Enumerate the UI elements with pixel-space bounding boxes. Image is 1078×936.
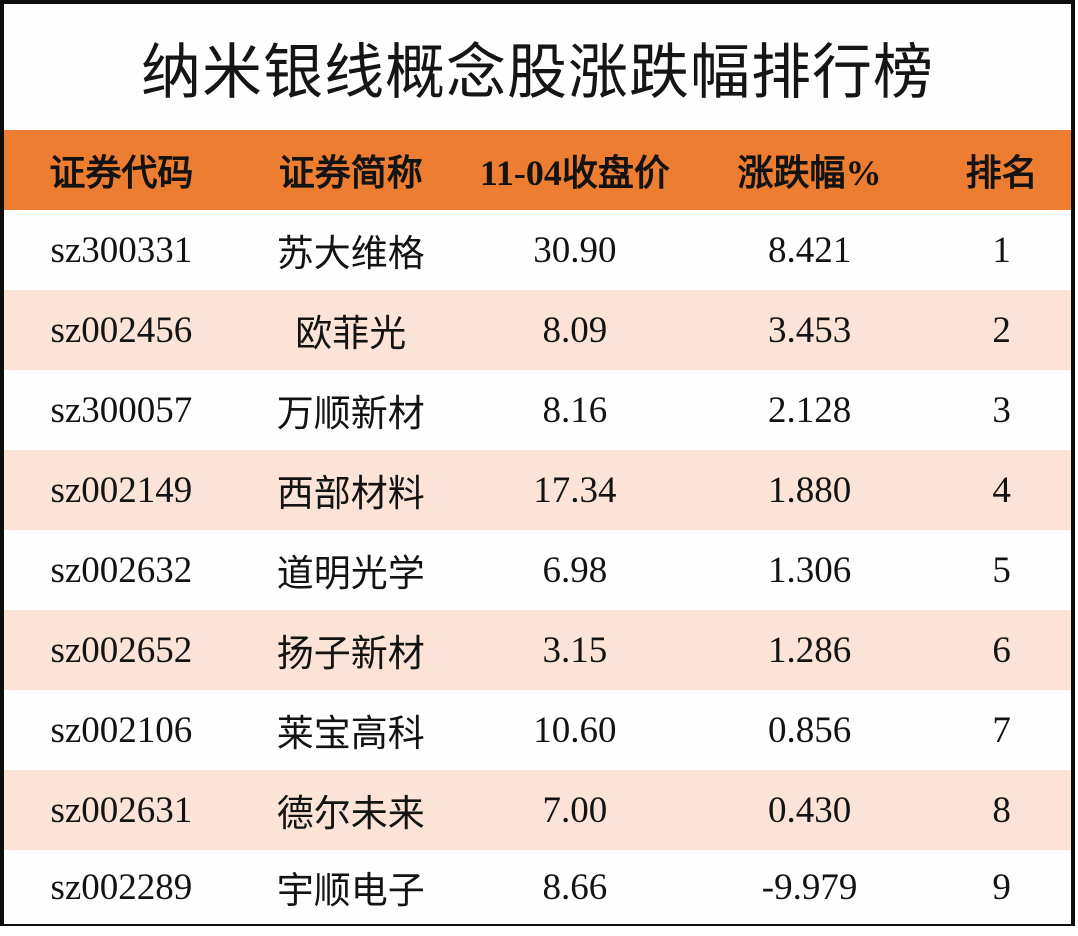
stock-name-cell: 万顺新材: [276, 394, 425, 435]
rank-cell: 3: [992, 389, 1011, 431]
column-header: 11-04收盘价: [479, 153, 670, 193]
stock-name-cell: 西部材料: [276, 474, 425, 515]
close-price-cell: 8.16: [542, 389, 608, 431]
stock-code-cell: sz300057: [50, 389, 193, 431]
table-row: sz002106 莱宝高科 10.60 0.856 7: [4, 690, 1071, 770]
change-pct-cell: 1.880: [767, 469, 852, 511]
change-pct-cell: 3.453: [767, 309, 852, 351]
table-row: sz002289 宇顺电子 8.66 -9.979 9: [4, 850, 1071, 924]
rank-cell: 1: [992, 229, 1011, 271]
close-price-cell: 8.09: [542, 309, 608, 351]
stock-code-cell: sz002289: [50, 866, 193, 908]
rank-cell: 2: [992, 309, 1011, 351]
column-header: 涨跌幅%: [737, 153, 882, 193]
change-pct-cell: 2.128: [767, 389, 852, 431]
stock-code-cell: sz002456: [50, 309, 193, 351]
table-row: sz300057 万顺新材 8.16 2.128 3: [4, 370, 1071, 450]
close-price-cell: 6.98: [542, 549, 608, 591]
table-row: sz002456 欧菲光 8.09 3.453 2: [4, 290, 1071, 370]
stock-name-cell: 宇顺电子: [276, 871, 425, 912]
column-header: 证券代码: [49, 153, 194, 193]
stock-code-cell: sz002632: [50, 549, 193, 591]
rank-cell: 6: [992, 629, 1011, 671]
table-row: sz002631 德尔未来 7.00 0.430 8: [4, 770, 1071, 850]
title-band: 纳米银线概念股涨跌幅排行榜: [4, 4, 1071, 130]
stock-name-cell: 德尔未来: [276, 794, 425, 835]
stock-code-cell: sz002652: [50, 629, 193, 671]
stock-name-cell: 莱宝高科: [276, 714, 425, 755]
table-row: sz300331 苏大维格 30.90 8.421 1: [4, 210, 1071, 290]
stock-name-cell: 欧菲光: [295, 314, 407, 355]
close-price-cell: 17.34: [533, 469, 617, 511]
table-row: sz002149 西部材料 17.34 1.880 4: [4, 450, 1071, 530]
stock-code-cell: sz002631: [50, 789, 193, 831]
rank-cell: 7: [992, 709, 1011, 751]
column-header: 排名: [965, 153, 1038, 193]
close-price-cell: 7.00: [542, 789, 608, 831]
stock-name-cell: 苏大维格: [276, 234, 425, 275]
change-pct-cell: 8.421: [767, 229, 852, 271]
rank-cell: 8: [992, 789, 1011, 831]
ranking-table: 证券代码 证券简称 11-04收盘价 涨跌幅% 排名 sz300331 苏大维格 30.90…: [4, 130, 1071, 924]
stock-name-cell: 道明光学: [276, 554, 425, 595]
change-pct-cell: 1.306: [767, 549, 852, 591]
table-row: sz002652 扬子新材 3.15 1.286 6: [4, 610, 1071, 690]
table-body: sz300331 苏大维格 30.90 8.421 1 sz002456 欧菲光 8.09 3.…: [4, 210, 1071, 924]
rank-cell: 5: [992, 549, 1011, 591]
change-pct-cell: -9.979: [761, 866, 858, 908]
table-header: 证券代码 证券简称 11-04收盘价 涨跌幅% 排名: [4, 130, 1071, 210]
stock-code-cell: sz300331: [50, 229, 193, 271]
close-price-cell: 30.90: [533, 229, 617, 271]
close-price-cell: 10.60: [533, 709, 617, 751]
rank-cell: 9: [992, 866, 1011, 908]
close-price-cell: 8.66: [542, 866, 608, 908]
change-pct-cell: 0.856: [767, 709, 852, 751]
change-pct-cell: 1.286: [767, 629, 852, 671]
rank-cell: 4: [992, 469, 1011, 511]
change-pct-cell: 0.430: [767, 789, 852, 831]
stock-code-cell: sz002106: [50, 709, 193, 751]
stock-name-cell: 扬子新材: [276, 634, 425, 675]
close-price-cell: 3.15: [542, 629, 608, 671]
stock-code-cell: sz002149: [50, 469, 193, 511]
page-title: 纳米银线概念股涨跌幅排行榜: [141, 39, 934, 106]
header-row: 证券代码 证券简称 11-04收盘价 涨跌幅% 排名: [4, 130, 1071, 210]
column-header: 证券简称: [278, 153, 423, 193]
table-row: sz002632 道明光学 6.98 1.306 5: [4, 530, 1071, 610]
